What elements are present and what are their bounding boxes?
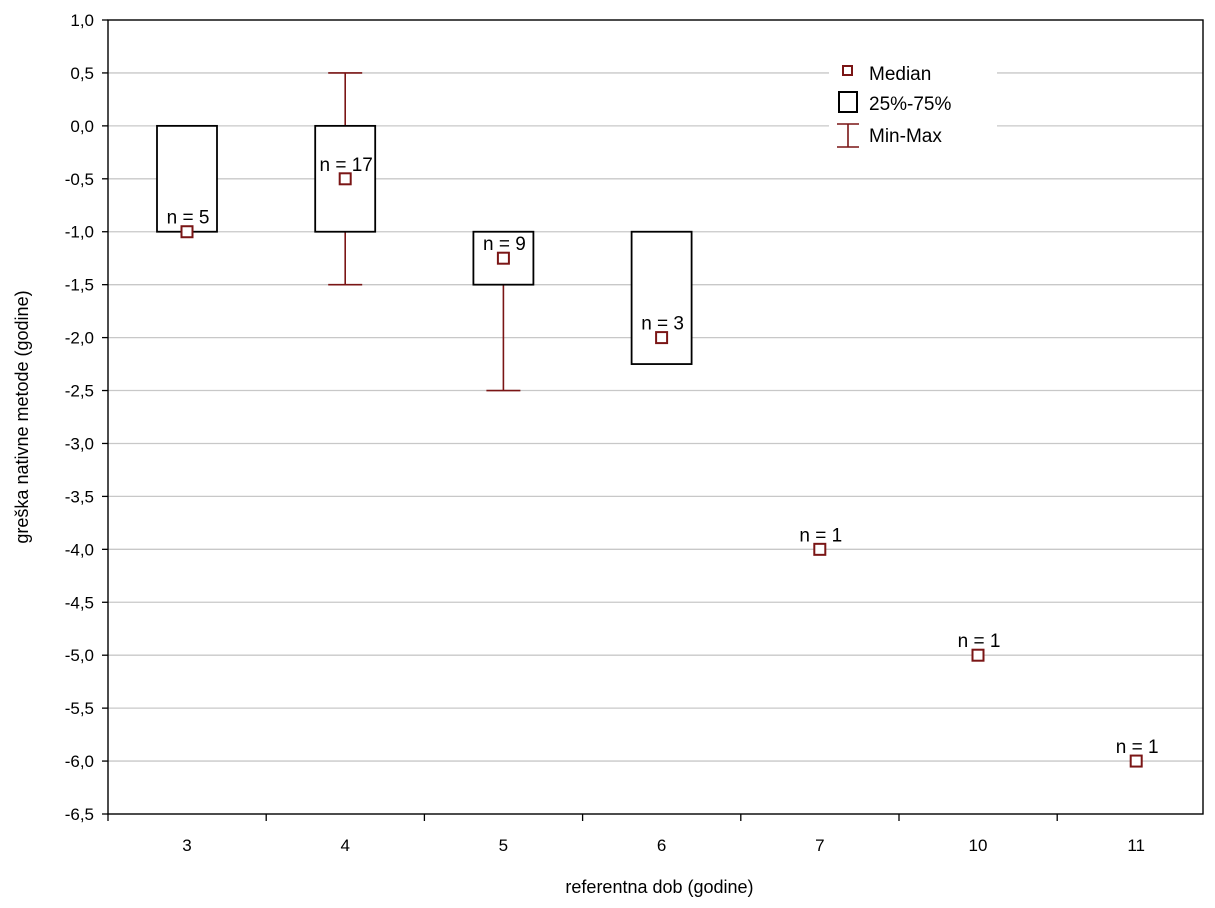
y-axis-title: greška nativne metode (godine)	[12, 290, 32, 543]
legend-item-box: 25%-75%	[838, 91, 951, 115]
legend-item-minmax: Min-Max	[837, 123, 942, 148]
y-tick-label: -2,5	[65, 382, 94, 401]
box-group-6: n = 3	[630, 230, 693, 365]
box-group-7: n = 1	[799, 525, 842, 556]
legend: Median 25%-75% Min-Max	[829, 59, 997, 155]
median-marker	[655, 331, 669, 345]
iqr-box	[472, 230, 535, 286]
y-tick-label: -1,5	[65, 276, 94, 295]
x-tick-label: 3	[182, 836, 191, 855]
n-label: n = 1	[958, 631, 1001, 652]
y-tick-label: -5,0	[65, 646, 94, 665]
legend-box-label: 25%-75%	[869, 94, 951, 115]
y-tick-label: -1,0	[65, 223, 94, 242]
x-axis-title: referentna dob (godine)	[565, 877, 753, 897]
n-label: n = 5	[167, 208, 210, 229]
legend-item-median: Median	[842, 64, 931, 85]
x-tick-label: 6	[657, 836, 666, 855]
box-series: n = 5 n = 17 n = 9 n = 3 n = 1 n = 1 n = 1	[156, 72, 1159, 768]
median-marker	[1129, 754, 1143, 768]
axes	[107, 19, 1204, 815]
y-tick-label: -3,5	[65, 487, 94, 506]
x-tick-label: 7	[815, 836, 824, 855]
y-tick-label: 0,0	[70, 117, 94, 136]
y-axis-ticks: 1,0 0,5 0,0 -0,5 -1,0 -1,5 -2,0 -2,5 -3,0 -3,5 -4,…	[65, 11, 108, 824]
y-tick-label: -4,5	[65, 593, 94, 612]
x-axis-ticks: 3 4 5 6 7 10 11	[107, 814, 1145, 855]
n-label: n = 9	[483, 234, 526, 255]
box-group-5: n = 9	[472, 230, 535, 392]
y-tick-label: 0,5	[70, 64, 94, 83]
median-marker	[496, 251, 510, 265]
box-group-10: n = 1	[958, 631, 1001, 662]
legend-median-marker	[842, 65, 853, 76]
box-group-11: n = 1	[1116, 737, 1159, 768]
n-label: n = 1	[1116, 737, 1159, 758]
n-label: n = 3	[641, 314, 684, 335]
y-tick-label: -6,5	[65, 805, 94, 824]
plot-frame	[107, 19, 1204, 815]
x-tick-label: 10	[969, 836, 988, 855]
y-tick-label: 1,0	[70, 11, 94, 30]
y-tick-label: -2,0	[65, 329, 94, 348]
median-marker	[971, 648, 985, 662]
y-tick-label: -6,0	[65, 752, 94, 771]
median-marker	[813, 542, 827, 556]
n-label: n = 17	[320, 155, 373, 176]
y-tick-label: -4,0	[65, 540, 94, 559]
y-tick-label: -3,0	[65, 434, 94, 453]
box-group-3: n = 5	[156, 124, 218, 239]
legend-median-label: Median	[869, 64, 931, 85]
x-tick-label: 4	[340, 836, 349, 855]
median-marker	[180, 225, 194, 239]
y-tick-label: -5,5	[65, 699, 94, 718]
n-label: n = 1	[799, 525, 842, 546]
legend-whisker-marker	[837, 123, 859, 148]
x-tick-label: 11	[1127, 836, 1145, 855]
y-tick-label: -0,5	[65, 170, 94, 189]
iqr-box	[630, 230, 693, 365]
box-group-4: n = 17	[314, 72, 377, 286]
grid-lines	[108, 72, 1203, 762]
x-tick-label: 5	[499, 836, 508, 855]
legend-box-marker	[838, 91, 858, 113]
median-marker	[338, 172, 352, 186]
legend-minmax-label: Min-Max	[869, 126, 942, 147]
